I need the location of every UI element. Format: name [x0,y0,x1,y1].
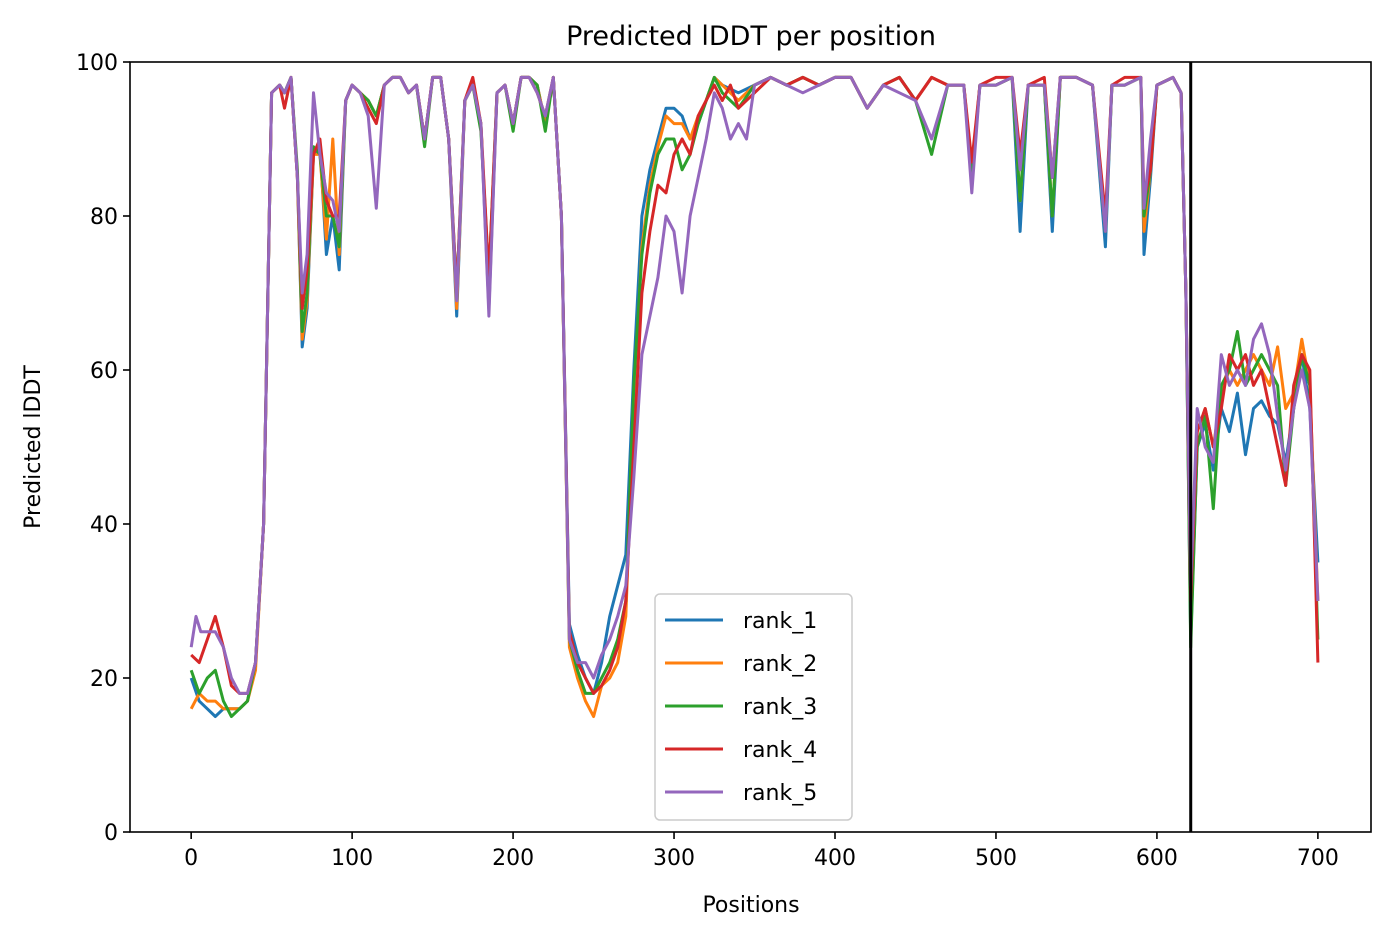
legend-frame [654,593,853,821]
y-axis-label: Predicted lDDT [21,365,46,529]
legend-label: rank_4 [743,738,817,763]
x-tick-label: 500 [975,846,1017,871]
x-axis-label: Positions [702,893,799,918]
legend: rank_1 rank_2 rank_3 rank_4 rank_5 [654,593,853,821]
y-tick-label: 100 [76,51,118,76]
y-tick-label: 0 [104,821,118,846]
x-tick-label: 0 [184,846,198,871]
y-tick-label: 20 [90,667,118,692]
series-lines [189,75,1320,718]
x-axis-ticks: 0 100 200 300 400 500 600 700 [184,832,1339,871]
x-tick-label: 700 [1297,846,1339,871]
chart-title: Predicted lDDT per position [566,21,936,52]
y-tick-label: 60 [90,359,118,384]
legend-label: rank_1 [743,609,817,634]
y-tick-label: 40 [90,513,118,538]
legend-label: rank_3 [743,695,817,720]
legend-items: rank_1 rank_2 rank_3 rank_4 rank_5 [665,609,817,806]
x-tick-label: 300 [653,846,695,871]
series-line-rank-5 [189,75,1320,695]
y-axis-ticks: 0 20 40 60 80 100 [76,51,130,846]
x-tick-label: 600 [1136,846,1178,871]
x-tick-label: 400 [814,846,856,871]
y-tick-label: 80 [90,205,118,230]
legend-label: rank_5 [743,781,817,806]
x-tick-label: 100 [331,846,373,871]
legend-label: rank_2 [743,652,817,677]
plot-area [129,61,1372,833]
x-tick-label: 200 [492,846,534,871]
